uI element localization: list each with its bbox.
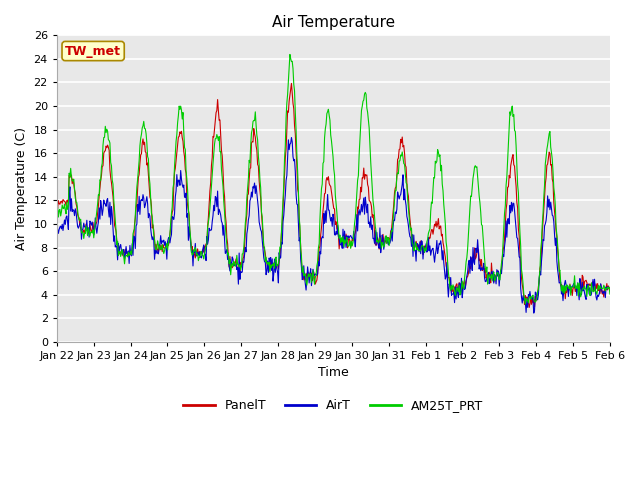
- AirT: [176, 182, 184, 188]
- AM25T_PRT: [286, 51, 294, 57]
- AM25T_PRT: [606, 291, 614, 297]
- Legend: PanelT, AirT, AM25T_PRT: PanelT, AirT, AM25T_PRT: [179, 394, 488, 417]
- AM25T_PRT: [63, 199, 70, 205]
- AirT: [53, 221, 61, 227]
- AirT: [418, 238, 426, 244]
- PanelT: [53, 203, 61, 208]
- PanelT: [205, 202, 213, 207]
- AM25T_PRT: [176, 107, 184, 112]
- AM25T_PRT: [418, 243, 426, 249]
- PanelT: [606, 287, 614, 292]
- PanelT: [176, 129, 184, 135]
- AM25T_PRT: [205, 214, 213, 220]
- AM25T_PRT: [401, 170, 409, 176]
- AirT: [401, 197, 409, 203]
- PanelT: [525, 305, 533, 311]
- AirT: [606, 288, 614, 294]
- AirT: [63, 213, 70, 219]
- PanelT: [287, 81, 295, 86]
- PanelT: [63, 198, 70, 204]
- PanelT: [120, 249, 127, 255]
- AM25T_PRT: [522, 301, 529, 307]
- PanelT: [418, 246, 426, 252]
- Text: TW_met: TW_met: [65, 45, 121, 58]
- Title: Air Temperature: Air Temperature: [272, 15, 395, 30]
- X-axis label: Time: Time: [318, 367, 349, 380]
- PanelT: [401, 162, 409, 168]
- AM25T_PRT: [120, 254, 127, 260]
- AirT: [530, 310, 538, 316]
- Line: AirT: AirT: [57, 137, 610, 313]
- AirT: [120, 247, 127, 252]
- AM25T_PRT: [53, 206, 61, 212]
- Line: PanelT: PanelT: [57, 84, 610, 308]
- Line: AM25T_PRT: AM25T_PRT: [57, 54, 610, 304]
- AirT: [287, 134, 295, 140]
- AirT: [205, 225, 213, 231]
- Y-axis label: Air Temperature (C): Air Temperature (C): [15, 127, 28, 250]
